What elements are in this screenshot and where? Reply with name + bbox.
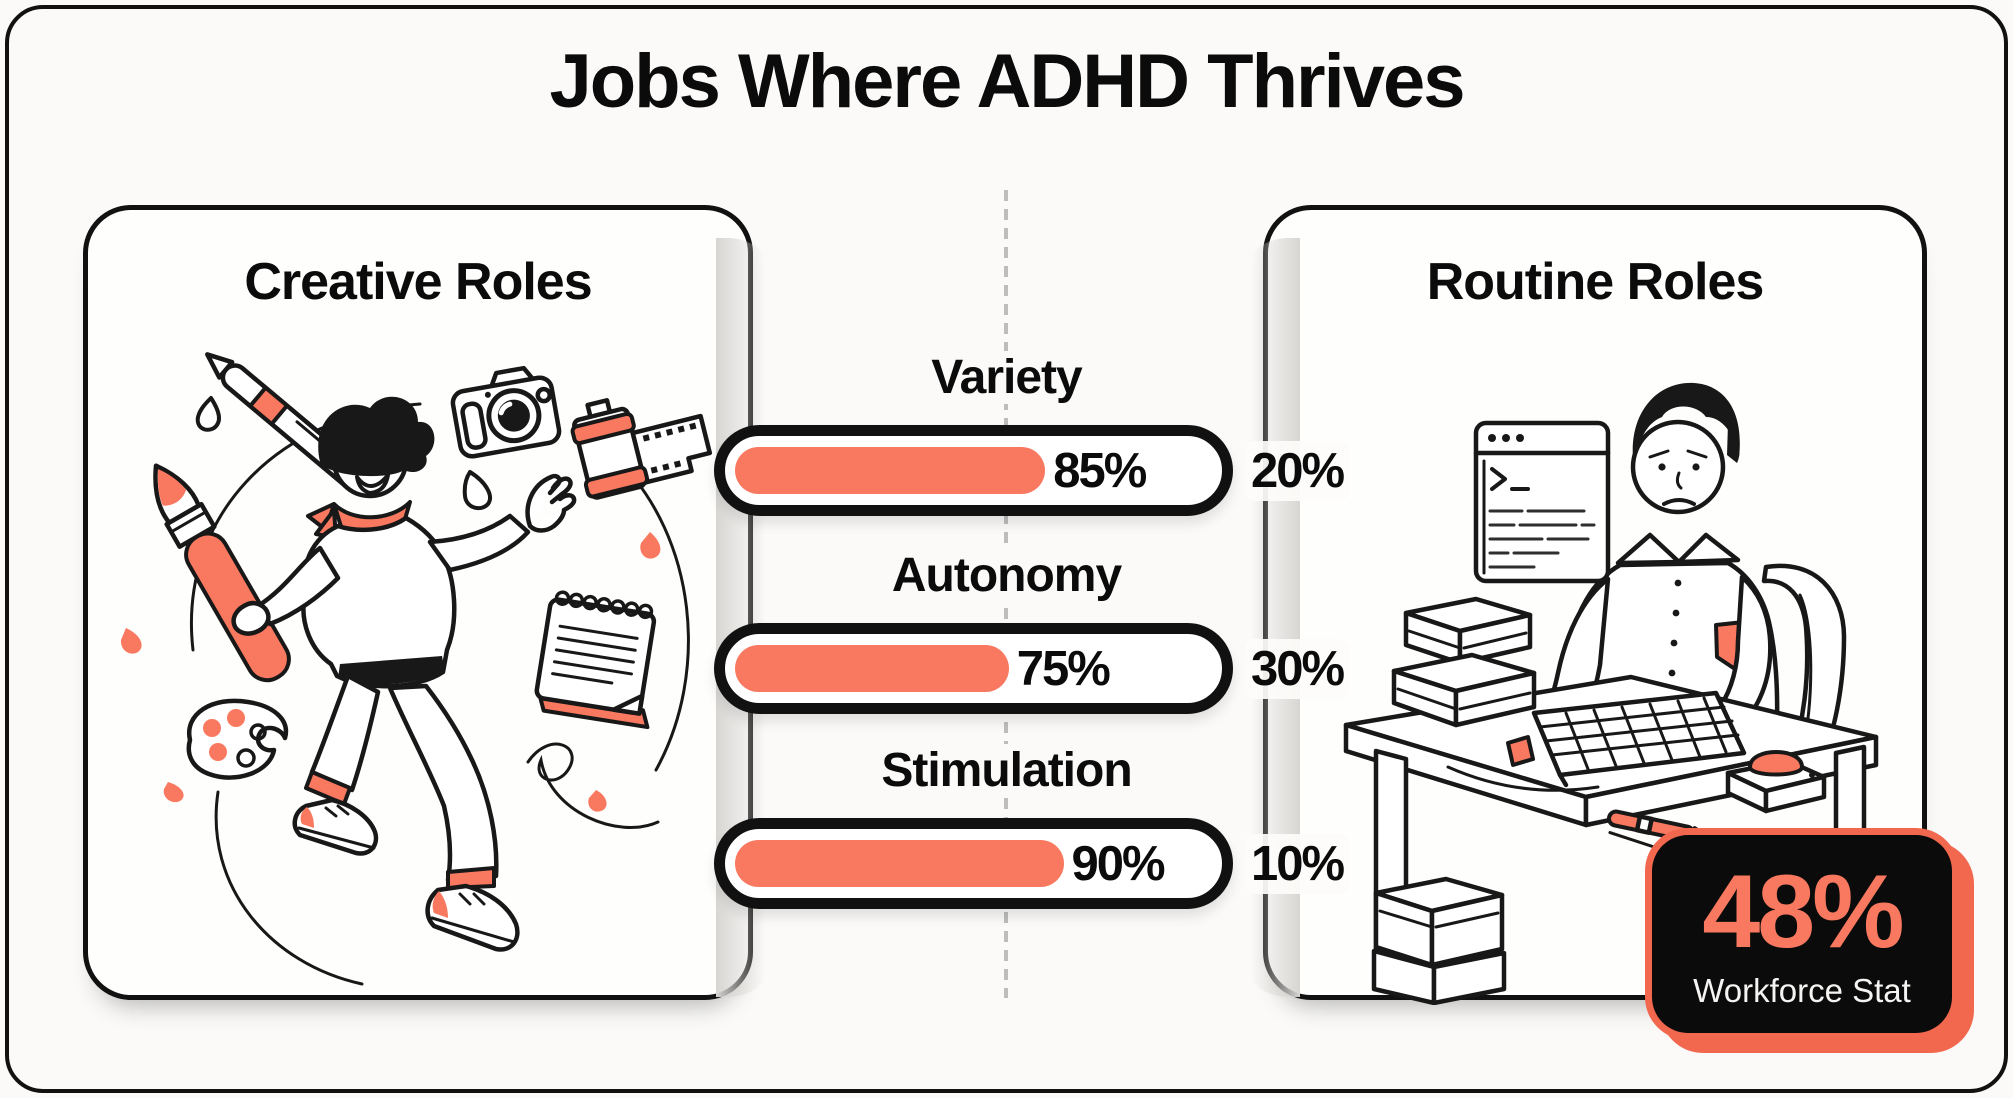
paint-drop-icons	[120, 396, 661, 812]
routine-roles-title: Routine Roles	[1426, 253, 1765, 311]
box-stack-desk-icon	[1391, 596, 1537, 728]
desk-pen-icon	[1606, 809, 1713, 852]
creative-value: 85%	[1053, 443, 1147, 498]
eraser-icon	[1506, 735, 1535, 767]
workforce-stat-badge: 48% Workforce Stat	[1652, 835, 1952, 1033]
keyboard-icon	[1531, 690, 1747, 788]
creative-value: 90%	[1071, 836, 1166, 891]
box-stack-floor-icon	[1371, 876, 1507, 1005]
stat-label: Workforce Stat	[1693, 972, 1911, 1009]
progress-pill: 90%	[714, 818, 1233, 909]
buzzer-button-icon	[1725, 750, 1827, 814]
page-title: Jobs Where ADHD Thrives	[549, 39, 1465, 124]
camera-icon	[450, 365, 562, 459]
sneaker-icons	[292, 797, 520, 952]
person-juggling-figure	[231, 396, 577, 952]
metric-row-stimulation: Stimulation 90% 10%	[714, 742, 1350, 909]
routine-value: 10%	[1245, 833, 1350, 894]
metric-label: Stimulation	[682, 742, 1331, 800]
palette-icon	[163, 698, 289, 803]
metric-label: Variety	[682, 349, 1331, 407]
creative-person-illustration	[120, 352, 713, 986]
paintbrush-icon	[153, 463, 291, 683]
progress-fill	[735, 645, 1009, 692]
film-roll-icon	[570, 398, 713, 500]
creative-value: 75%	[1016, 641, 1111, 696]
metric-row-autonomy: Autonomy 75% 30%	[714, 547, 1350, 714]
routine-value: 20%	[1245, 440, 1350, 501]
creative-roles-title: Creative Roles	[244, 253, 592, 311]
creative-roles-card: Creative Roles	[83, 205, 778, 1000]
stat-value: 48%	[1702, 854, 1904, 970]
metric-row-variety: Variety 85% 20%	[714, 349, 1350, 516]
progress-pill: 85%	[714, 425, 1233, 516]
notebook-icon	[534, 590, 657, 730]
progress-fill	[735, 447, 1046, 494]
routine-roles-card: Routine Roles	[1238, 205, 1927, 1005]
metric-label: Autonomy	[682, 547, 1331, 605]
routine-desk-illustration	[1343, 382, 1879, 1005]
progress-fill	[735, 840, 1064, 887]
code-window-icon	[1473, 420, 1611, 584]
terminal-prompt-icon	[1490, 467, 1507, 491]
progress-pill: 75%	[714, 623, 1233, 714]
routine-value: 30%	[1245, 638, 1350, 699]
